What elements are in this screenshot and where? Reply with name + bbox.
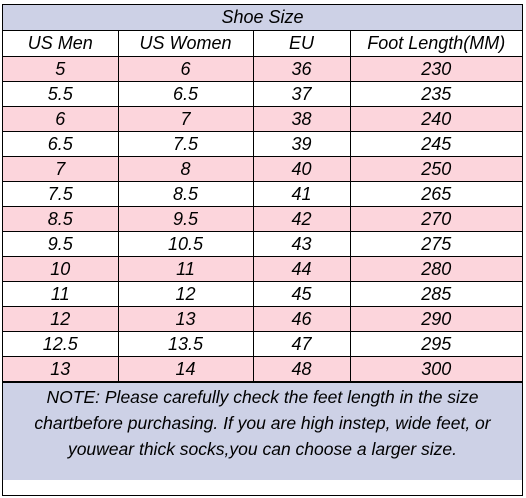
cell-eu: 38	[252, 105, 351, 132]
cell-eu: 48	[252, 355, 351, 382]
cell-eu: 41	[252, 180, 351, 207]
cell-foot-length: 245	[349, 130, 522, 157]
size-note: NOTE: Please carefully check the feet le…	[3, 381, 522, 480]
cell-us-men: 5	[3, 55, 119, 82]
cell-us-men: 8.5	[3, 205, 119, 232]
cell-foot-length: 285	[349, 280, 522, 307]
cell-eu: 44	[252, 255, 351, 282]
cell-us-women: 8.5	[117, 180, 254, 207]
cell-us-women: 9.5	[117, 205, 254, 232]
cell-us-men: 10	[3, 255, 119, 282]
cell-us-women: 14	[117, 355, 254, 382]
table-row: 8.5 9.5 42 270	[3, 205, 522, 232]
cell-foot-length: 280	[349, 255, 522, 282]
cell-eu: 45	[252, 280, 351, 307]
cell-us-women: 12	[117, 280, 254, 307]
cell-us-men: 12	[3, 305, 119, 332]
cell-us-women: 10.5	[117, 230, 254, 257]
cell-eu: 40	[252, 155, 351, 182]
column-header-eu: EU	[252, 31, 351, 57]
chart-title: Shoe Size	[3, 5, 522, 31]
cell-us-women: 7	[117, 105, 254, 132]
cell-us-women: 6	[117, 55, 254, 82]
cell-us-women: 7.5	[117, 130, 254, 157]
cell-eu: 39	[252, 130, 351, 157]
cell-us-men: 5.5	[3, 80, 119, 107]
cell-foot-length: 270	[349, 205, 522, 232]
table-row: 7 8 40 250	[3, 155, 522, 182]
cell-foot-length: 250	[349, 155, 522, 182]
cell-us-men: 11	[3, 280, 119, 307]
cell-us-men: 7	[3, 155, 119, 182]
size-table: US Men US Women EU Foot Length(MM) 5 6 36 2…	[3, 31, 522, 382]
column-header-us-women: US Women	[117, 31, 254, 57]
table-row: 6 7 38 240	[3, 105, 522, 132]
cell-foot-length: 290	[349, 305, 522, 332]
cell-us-men: 9.5	[3, 230, 119, 257]
cell-eu: 42	[252, 205, 351, 232]
column-header-us-men: US Men	[3, 31, 119, 57]
cell-us-men: 12.5	[3, 330, 119, 357]
cell-eu: 43	[252, 230, 351, 257]
table-row: 6.5 7.5 39 245	[3, 130, 522, 157]
column-header-foot-length: Foot Length(MM)	[349, 31, 522, 57]
cell-foot-length: 265	[349, 180, 522, 207]
table-row: 12 13 46 290	[3, 305, 522, 332]
cell-foot-length: 295	[349, 330, 522, 357]
cell-eu: 37	[252, 80, 351, 107]
shoe-size-chart: Shoe Size US Men US Women EU Foot Length…	[2, 4, 523, 496]
cell-us-men: 13	[3, 355, 119, 382]
cell-foot-length: 240	[349, 105, 522, 132]
table-row: 10 11 44 280	[3, 255, 522, 282]
cell-us-women: 11	[117, 255, 254, 282]
table-row: 13 14 48 300	[3, 355, 522, 382]
cell-eu: 46	[252, 305, 351, 332]
cell-us-women: 8	[117, 155, 254, 182]
cell-eu: 36	[252, 55, 351, 82]
table-row: 5 6 36 230	[3, 55, 522, 82]
cell-foot-length: 300	[349, 355, 522, 382]
table-row: 9.5 10.5 43 275	[3, 230, 522, 257]
header-row: US Men US Women EU Foot Length(MM)	[3, 31, 522, 57]
cell-us-women: 13.5	[117, 330, 254, 357]
cell-eu: 47	[252, 330, 351, 357]
cell-us-men: 6	[3, 105, 119, 132]
cell-foot-length: 235	[349, 80, 522, 107]
table-row: 12.5 13.5 47 295	[3, 330, 522, 357]
cell-us-women: 13	[117, 305, 254, 332]
cell-us-women: 6.5	[117, 80, 254, 107]
cell-foot-length: 275	[349, 230, 522, 257]
table-row: 7.5 8.5 41 265	[3, 180, 522, 207]
table-row: 11 12 45 285	[3, 280, 522, 307]
cell-us-men: 6.5	[3, 130, 119, 157]
table-row: 5.5 6.5 37 235	[3, 80, 522, 107]
cell-us-men: 7.5	[3, 180, 119, 207]
cell-foot-length: 230	[349, 55, 522, 82]
